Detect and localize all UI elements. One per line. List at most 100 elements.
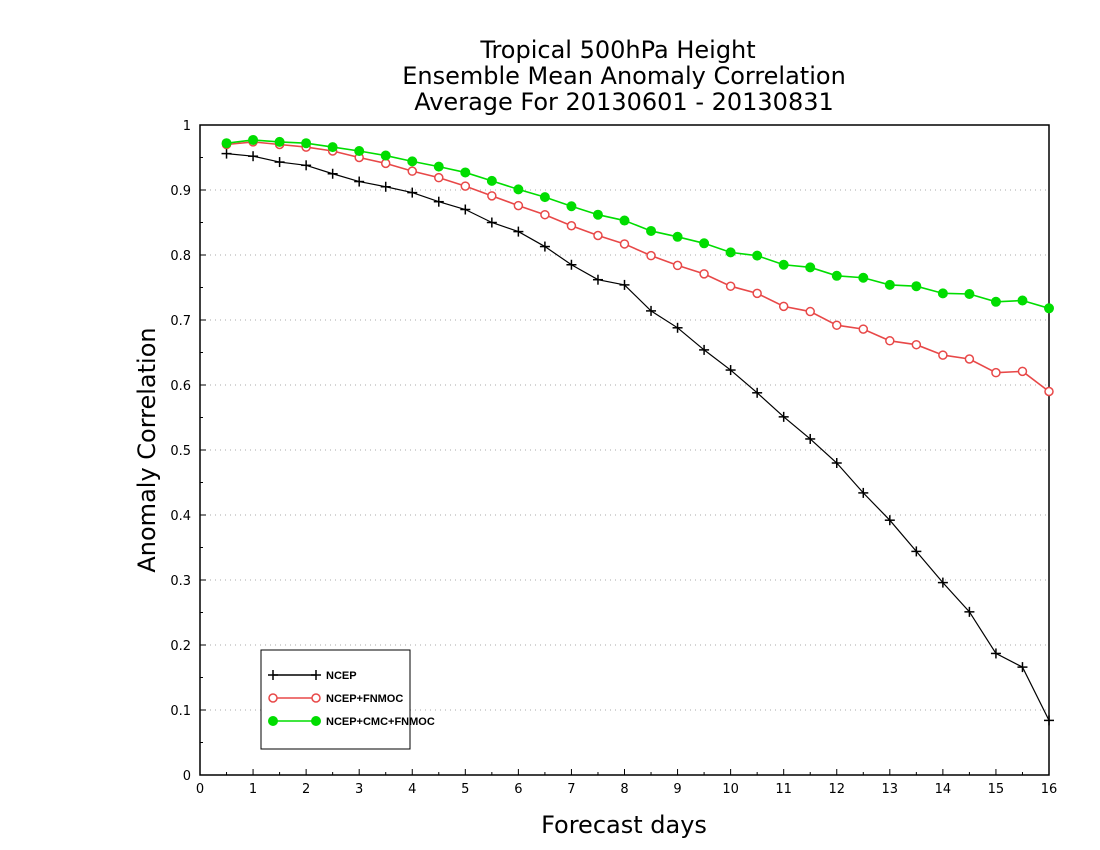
y-tick-label-6: 0.6 — [170, 379, 191, 394]
data-point — [619, 215, 630, 226]
series-2 — [221, 134, 1054, 314]
data-point — [752, 250, 763, 261]
data-point — [990, 648, 1001, 659]
y-tick-label-5: 0.5 — [170, 444, 191, 459]
data-point — [964, 289, 975, 299]
chart-title: Tropical 500hPa Height Ensemble Mean Ano… — [402, 36, 846, 116]
data-point — [486, 175, 497, 186]
data-point — [884, 515, 895, 526]
data-point — [407, 187, 418, 198]
legend-box — [260, 649, 411, 750]
series-group — [221, 134, 1054, 726]
data-point — [434, 172, 444, 183]
data-point — [911, 546, 922, 557]
y-tick-label-9: 0.9 — [170, 184, 191, 199]
data-point — [990, 296, 1001, 307]
data-point — [327, 142, 338, 153]
data-point — [433, 161, 444, 172]
data-point — [858, 487, 869, 498]
data-point — [513, 200, 524, 211]
legend-label-2: NCEP+CMC+FNMOC — [326, 716, 435, 728]
x-tick-label-6: 6 — [514, 782, 522, 797]
data-point — [380, 181, 391, 192]
data-point — [858, 272, 869, 283]
grid — [200, 189, 1049, 711]
x-tick-label-14: 14 — [935, 782, 952, 797]
data-point — [778, 411, 789, 422]
data-point — [884, 279, 895, 290]
x-tick-label-2: 2 — [302, 782, 310, 797]
data-point — [301, 138, 312, 149]
series-line-2 — [226, 139, 1050, 310]
data-point — [752, 387, 763, 398]
data-point — [911, 281, 922, 292]
x-axis: 0 1 2 3 4 5 6 7 8 9 10 11 12 13 14 15 16 — [196, 769, 1057, 797]
data-point — [354, 146, 365, 156]
data-point — [592, 274, 603, 285]
data-point — [805, 306, 815, 317]
data-point — [407, 166, 417, 176]
data-point — [1044, 303, 1054, 314]
legend-label-1: NCEP+FNMOC — [326, 693, 403, 705]
x-tick-label-3: 3 — [355, 782, 363, 797]
data-point — [487, 191, 497, 201]
y-tick-label-7: 0.7 — [170, 314, 191, 329]
x-tick-label-15: 15 — [988, 782, 1005, 797]
data-point — [221, 148, 232, 159]
x-tick-label-13: 13 — [882, 782, 899, 797]
data-point — [513, 184, 524, 195]
data-point — [221, 138, 232, 149]
data-point — [911, 339, 922, 350]
data-point — [646, 250, 656, 261]
data-point — [937, 577, 948, 588]
data-point — [539, 192, 550, 203]
data-point — [646, 225, 657, 236]
data-point — [274, 157, 285, 168]
data-point — [938, 350, 948, 360]
y-tick-label-3: 0.3 — [170, 574, 191, 589]
legend-label-0: NCEP — [326, 670, 357, 682]
legend-marker-start-2 — [268, 716, 278, 726]
chart-title-line-3: Average For 20130601 - 20130831 — [414, 88, 834, 116]
y-tick-label-10: 1 — [183, 119, 191, 134]
data-point — [646, 305, 657, 316]
data-point — [248, 151, 259, 162]
data-point — [937, 288, 948, 299]
data-point — [858, 324, 869, 334]
legend-marker-start-0 — [268, 670, 278, 680]
x-tick-label-4: 4 — [408, 782, 416, 797]
x-tick-label-10: 10 — [722, 782, 739, 797]
x-tick-label-0: 0 — [196, 782, 204, 797]
data-point — [460, 204, 471, 215]
data-point — [725, 365, 736, 376]
data-point — [725, 247, 736, 258]
x-tick-label-1: 1 — [249, 782, 257, 797]
y-axis-label: Anomaly Correlation — [133, 327, 161, 572]
x-tick-label-8: 8 — [620, 782, 628, 797]
data-point — [540, 209, 550, 220]
x-tick-label-12: 12 — [828, 782, 845, 797]
data-point — [778, 259, 789, 270]
data-point — [699, 269, 709, 279]
x-tick-label-9: 9 — [673, 782, 681, 797]
data-point — [301, 160, 312, 171]
data-point — [566, 201, 577, 212]
y-tick-label-8: 0.8 — [170, 249, 191, 264]
data-point — [964, 354, 975, 364]
series-0 — [221, 148, 1054, 726]
data-point — [805, 262, 816, 273]
data-point — [752, 288, 762, 299]
data-point — [1044, 386, 1054, 397]
data-point — [407, 156, 418, 167]
data-point — [831, 458, 842, 468]
y-tick-label-4: 0.4 — [170, 509, 191, 524]
x-tick-label-7: 7 — [567, 782, 575, 797]
data-point — [354, 176, 365, 187]
data-point — [725, 281, 736, 291]
data-point — [486, 217, 497, 228]
data-point — [672, 322, 683, 333]
data-point — [592, 209, 603, 220]
series-line-0 — [226, 153, 1050, 721]
data-point — [248, 134, 259, 145]
